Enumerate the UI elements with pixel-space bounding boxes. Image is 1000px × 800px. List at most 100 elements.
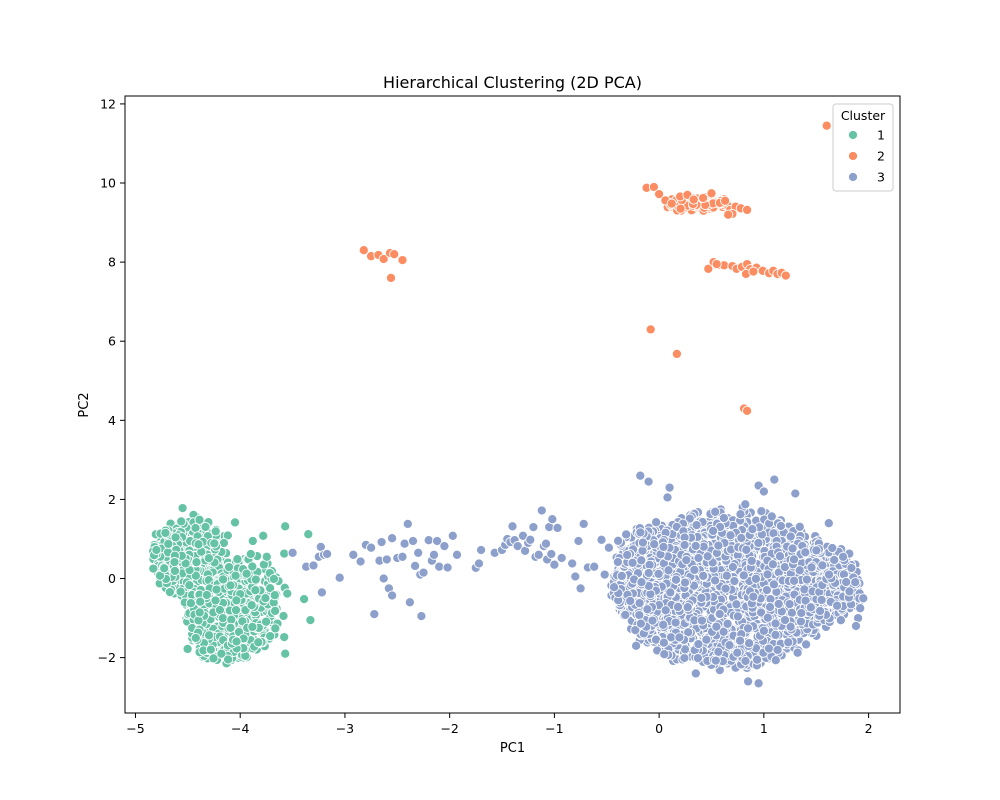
data-point [682,602,693,613]
data-point [473,558,485,569]
data-point [806,562,817,573]
data-point [287,547,298,558]
data-point [758,486,769,497]
data-point [701,634,712,645]
data-point [799,584,810,595]
data-point [645,589,656,600]
data-point [750,573,761,584]
data-point [308,560,319,571]
x-tick-label: −2 [440,721,458,736]
data-point [230,605,242,616]
series-3-points [287,470,869,689]
data-point [616,570,627,581]
data-point [811,545,822,556]
data-point [743,676,754,687]
data-point [278,610,289,622]
data-point [787,543,798,554]
legend-marker [847,129,859,141]
data-point [732,611,743,622]
data-point [713,646,724,657]
data-point [780,270,791,281]
data-point [720,583,731,594]
y-tick-label: 8 [108,255,116,270]
data-point [736,532,747,544]
data-point [269,590,280,601]
data-point [247,535,258,547]
data-point [376,537,387,548]
x-axis-label: PC1 [500,741,525,756]
data-point [690,540,701,551]
data-point [201,589,212,601]
data-point [170,532,181,543]
data-point [732,647,743,658]
data-point [193,539,204,550]
data-point [533,549,544,560]
data-point [416,611,427,622]
data-point [208,653,219,664]
data-point [711,259,722,270]
data-point [790,488,801,499]
data-point [770,655,781,666]
data-point [229,517,241,528]
data-point [748,591,759,602]
data-point [758,625,769,636]
data-point [698,192,709,204]
data-point [225,622,236,633]
data-point [708,525,719,536]
data-point [643,567,654,579]
data-point [205,644,216,655]
data-point [279,632,290,643]
legend-label: 3 [877,170,885,185]
data-point [636,577,647,588]
data-point [148,563,159,574]
data-point [740,499,751,510]
data-point [660,605,671,616]
data-point [770,629,781,640]
data-point [223,562,235,573]
data-point [322,548,333,560]
data-point [210,595,221,606]
data-point [573,535,584,547]
data-point [423,535,434,546]
data-point [507,521,518,532]
data-point [418,567,429,578]
x-tick-label: 2 [865,721,873,736]
data-point [241,568,252,579]
data-point [637,537,648,548]
data-point [767,559,778,570]
data-point [841,576,852,588]
data-point [194,607,205,618]
data-point [217,613,228,624]
data-point [740,655,751,667]
data-point [679,577,691,588]
data-point [622,549,633,561]
data-point [635,470,646,481]
y-tick-label: 4 [108,413,116,428]
data-point [547,514,558,525]
data-point [679,652,690,664]
data-point [316,587,327,598]
data-point [282,588,293,599]
data-point [387,533,398,544]
data-point [627,557,638,568]
data-point [658,637,669,648]
data-point [182,643,193,654]
data-point [169,565,180,576]
data-point [658,619,669,630]
data-point [772,644,783,655]
data-point [672,601,684,612]
data-point [634,610,645,621]
data-point [674,632,685,643]
data-point [681,555,692,566]
data-point [546,548,557,560]
data-point [151,544,162,556]
data-point [397,255,408,266]
data-point [670,574,682,585]
data-point [439,541,450,552]
data-point [223,654,234,665]
data-point [710,655,721,666]
data-point [846,562,857,574]
x-tick-label: −1 [545,721,563,736]
